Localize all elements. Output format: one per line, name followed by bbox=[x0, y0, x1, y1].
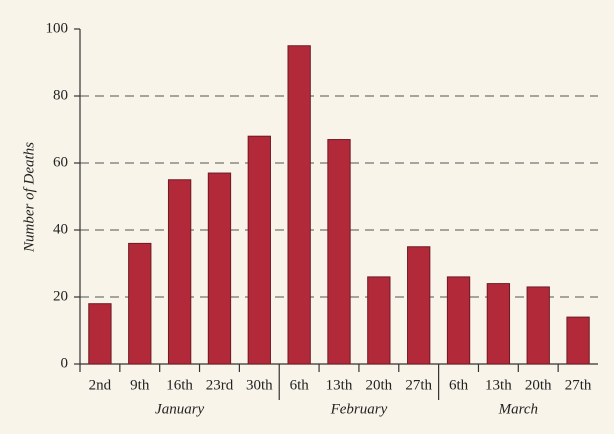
y-tick-label: 100 bbox=[46, 20, 69, 36]
x-tick-label: 20th bbox=[366, 377, 393, 393]
x-tick-label: 23rd bbox=[206, 377, 234, 393]
bar bbox=[446, 276, 471, 365]
y-tick-label: 40 bbox=[53, 221, 68, 237]
x-tick-label: 13th bbox=[326, 377, 353, 393]
bar bbox=[327, 139, 351, 365]
x-tick-label: 13th bbox=[485, 377, 512, 393]
group-label: March bbox=[498, 401, 538, 417]
y-axis-label: Number of Deaths bbox=[21, 142, 37, 253]
y-tick-label: 0 bbox=[61, 355, 69, 371]
x-tick-label: 9th bbox=[130, 377, 150, 393]
y-tick-label: 20 bbox=[53, 288, 68, 304]
x-tick-label: 16th bbox=[166, 377, 193, 393]
x-tick-label: 2nd bbox=[89, 377, 112, 393]
bar bbox=[526, 286, 550, 365]
y-tick-label: 80 bbox=[53, 87, 68, 103]
x-tick-label: 30th bbox=[246, 377, 273, 393]
bar bbox=[207, 172, 232, 365]
bar bbox=[88, 303, 112, 365]
x-tick-label: 6th bbox=[290, 377, 310, 393]
x-tick-label: 27th bbox=[565, 377, 592, 393]
x-tick-label: 27th bbox=[405, 377, 432, 393]
bar bbox=[367, 276, 391, 365]
bar bbox=[407, 246, 431, 365]
bar bbox=[287, 45, 311, 365]
group-label: January bbox=[155, 401, 204, 417]
x-tick-label: 20th bbox=[525, 377, 552, 393]
group-label: February bbox=[330, 401, 388, 417]
bar bbox=[247, 135, 271, 365]
bar bbox=[566, 316, 590, 365]
y-tick-label: 60 bbox=[53, 154, 68, 170]
x-tick-label: 6th bbox=[449, 377, 469, 393]
bar bbox=[486, 283, 511, 365]
bar bbox=[167, 179, 192, 365]
bar bbox=[128, 242, 152, 365]
